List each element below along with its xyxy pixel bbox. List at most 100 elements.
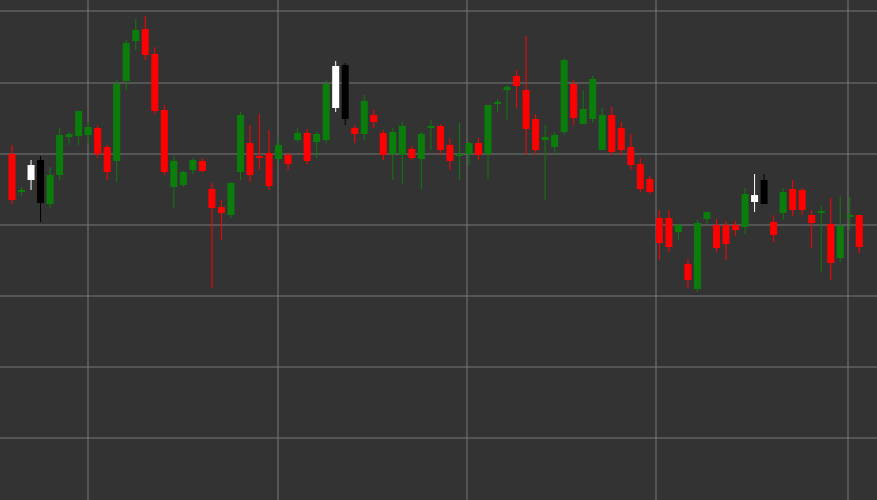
- candle-body: [132, 30, 140, 41]
- candle-body: [560, 60, 568, 132]
- candle-body: [789, 189, 797, 210]
- candle: [303, 129, 311, 164]
- candle-body: [636, 164, 644, 189]
- candle: [646, 176, 654, 194]
- candle: [103, 145, 111, 180]
- candle-body: [360, 101, 368, 134]
- candle-body: [712, 225, 720, 248]
- candle: [636, 158, 644, 192]
- candle: [722, 221, 730, 260]
- candle: [484, 105, 492, 180]
- candle: [256, 114, 264, 170]
- candle-body: [589, 79, 597, 119]
- candle-body: [284, 155, 292, 164]
- candle-body: [160, 110, 168, 172]
- candle: [408, 146, 416, 160]
- candle-body: [455, 154, 463, 156]
- candle: [84, 122, 92, 143]
- candle: [474, 138, 482, 160]
- candle: [75, 111, 83, 145]
- candle-body: [37, 160, 45, 203]
- candle: [294, 128, 302, 142]
- candle: [94, 125, 102, 158]
- candle-body: [370, 115, 378, 122]
- candle-body: [398, 126, 406, 155]
- candle: [332, 61, 340, 112]
- candle: [160, 105, 168, 175]
- candle-body: [551, 135, 559, 147]
- candle: [513, 70, 521, 108]
- candle-body: [56, 135, 64, 175]
- candle-body: [798, 190, 806, 210]
- candle-body: [732, 225, 740, 230]
- candle-body: [417, 134, 425, 159]
- candle-body: [170, 161, 178, 187]
- candle: [798, 188, 806, 215]
- candle: [217, 200, 225, 240]
- candle: [560, 58, 568, 135]
- candle-body: [722, 225, 730, 244]
- candle-body: [465, 143, 473, 154]
- candle: [370, 110, 378, 128]
- candle: [179, 171, 187, 187]
- candle: [494, 99, 502, 112]
- candle-body: [208, 189, 216, 208]
- candle-body: [646, 179, 654, 192]
- candle-body: [427, 126, 435, 128]
- candle-body: [94, 128, 102, 154]
- candle-body: [189, 160, 197, 170]
- candle-body: [579, 109, 587, 124]
- candle: [27, 160, 35, 190]
- candle-body: [332, 66, 340, 108]
- candle-body: [379, 133, 387, 155]
- candle: [674, 224, 682, 240]
- candle-body: [503, 87, 511, 90]
- candle: [503, 85, 511, 120]
- candle-body: [84, 127, 92, 135]
- candle: [465, 142, 473, 165]
- candle: [246, 125, 254, 182]
- candle-body: [265, 153, 273, 186]
- candle: [360, 95, 368, 140]
- candle: [627, 134, 635, 170]
- candle: [313, 132, 321, 158]
- candle-body: [474, 143, 482, 155]
- candle: [732, 221, 740, 236]
- candle-body: [198, 161, 206, 171]
- candle-body: [846, 215, 854, 217]
- candle-body: [236, 115, 244, 172]
- candle: [189, 158, 197, 174]
- candle: [541, 125, 549, 200]
- candle-body: [227, 183, 235, 215]
- candle-body: [141, 29, 149, 55]
- candle: [141, 16, 149, 60]
- candle: [551, 132, 559, 155]
- candle-body: [617, 128, 625, 150]
- candle: [827, 198, 835, 280]
- candle-body: [389, 132, 397, 154]
- candle: [18, 187, 26, 196]
- candle: [132, 19, 140, 50]
- candle: [770, 215, 778, 242]
- candle-body: [408, 149, 416, 158]
- candle-body: [322, 84, 330, 140]
- candle: [398, 122, 406, 184]
- candle: [751, 174, 759, 212]
- candle: [655, 210, 663, 260]
- candle: [522, 36, 530, 155]
- candle-body: [541, 137, 549, 140]
- candle: [284, 152, 292, 170]
- candle: [427, 120, 435, 150]
- candle: [275, 138, 283, 162]
- candle-body: [256, 156, 264, 158]
- candle: [570, 80, 578, 125]
- candle-body: [494, 102, 502, 104]
- candle-body: [693, 223, 701, 289]
- candle-body: [122, 43, 130, 81]
- candle-body: [760, 180, 768, 204]
- candle: [322, 80, 330, 143]
